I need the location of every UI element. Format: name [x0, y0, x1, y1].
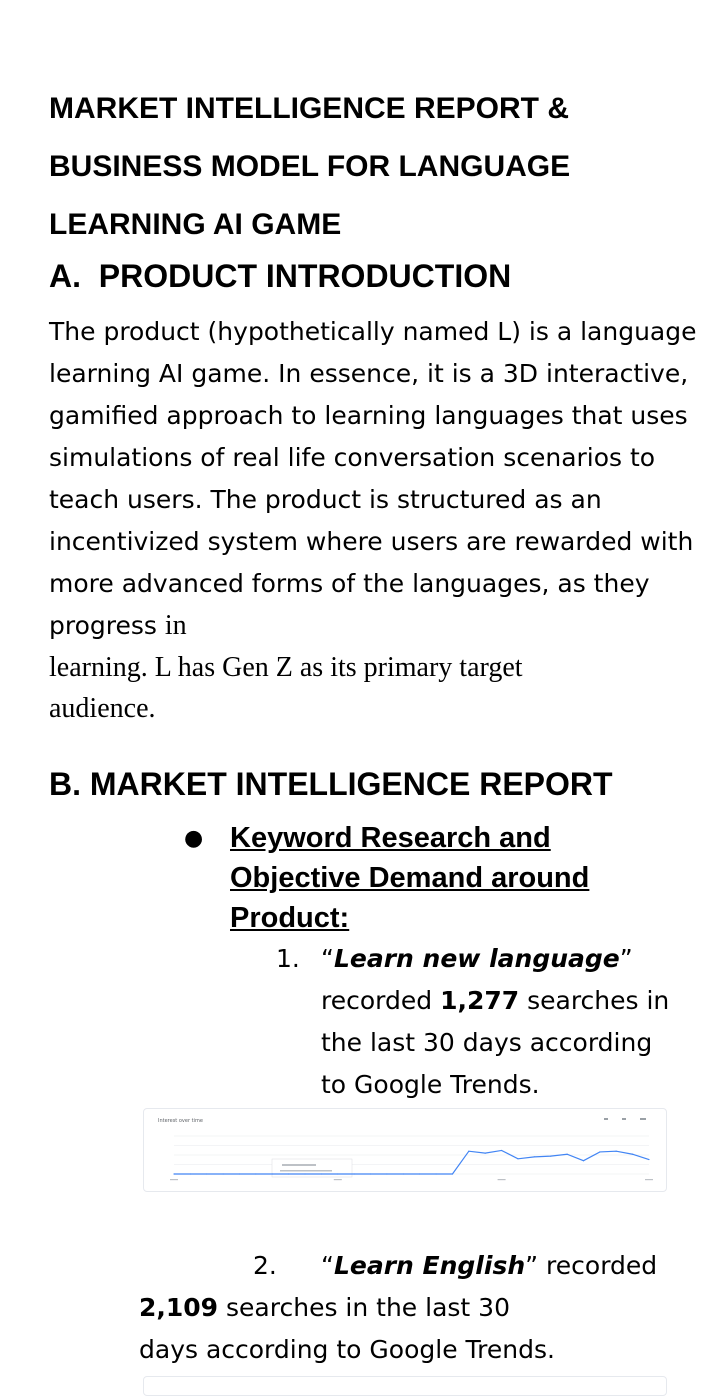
data-point: [533, 1156, 535, 1158]
chart-tooltip: [271, 1158, 353, 1178]
data-point: [615, 1150, 617, 1152]
x-tick: [333, 1179, 342, 1181]
keyword-research-bullet: Keyword Research and Objective Demand ar…: [230, 822, 590, 934]
data-point: [189, 1173, 191, 1175]
list-item-2-continuation: 2,109 searches in the last 30 days accor…: [139, 1287, 559, 1371]
google-trends-chart-2: [143, 1376, 667, 1396]
section-b-heading: B. MARKET INTELLIGENCE REPORT: [49, 766, 613, 802]
tooltip-value-placeholder: [280, 1170, 332, 1172]
open-quote: “: [321, 944, 334, 973]
chart-ticks: [170, 1179, 653, 1181]
data-point: [582, 1160, 585, 1162]
data-point: [255, 1173, 257, 1175]
keyword-2: Learn English: [333, 1251, 526, 1280]
data-point: [222, 1173, 224, 1175]
close-quote: ”: [525, 1251, 539, 1280]
data-point: [500, 1149, 503, 1152]
trend-series: [173, 1149, 650, 1175]
search-count-1: 1,277: [440, 986, 520, 1015]
data-point: [320, 1173, 323, 1175]
data-point: [173, 1173, 175, 1175]
product-introduction-paragraph: The product (hypothetically named L) is …: [49, 311, 699, 729]
data-point: [550, 1155, 552, 1157]
data-point: [206, 1173, 208, 1175]
x-tick: [645, 1179, 653, 1181]
series-line-learn-new-language: [174, 1149, 650, 1175]
data-point: [304, 1173, 306, 1175]
chart-header-icons: [604, 1118, 646, 1120]
data-point: [451, 1173, 454, 1175]
paragraph-end: audience.: [49, 693, 156, 724]
chart-title: Interest over time: [158, 1118, 203, 1124]
tooltip-date-placeholder: [282, 1164, 316, 1166]
keyword-1: Learn new language: [333, 944, 620, 973]
data-point: [386, 1173, 388, 1175]
search-count-2: 2,109: [139, 1293, 219, 1322]
data-point: [599, 1151, 601, 1153]
list-number-2: 2.: [253, 1251, 277, 1280]
item-1-rest: searches in the last 30 days according t…: [321, 986, 670, 1099]
x-tick: [497, 1179, 506, 1181]
data-point: [271, 1173, 273, 1175]
open-quote: “: [321, 1251, 334, 1280]
section-a-heading: A. PRODUCT INTRODUCTION: [49, 258, 512, 294]
trend-chart-svg: Interest over time: [158, 1118, 653, 1181]
list-item-2-first-line: “Learn English” recorded: [321, 1245, 701, 1287]
data-point: [369, 1173, 372, 1175]
data-point: [468, 1150, 470, 1152]
data-point: [648, 1158, 650, 1161]
paragraph-serif-fragment: in: [164, 610, 187, 641]
bullet-icon: ●: [184, 826, 204, 851]
paragraph-target-audience-line: learning. L has Gen Z as its primary tar…: [49, 652, 523, 683]
google-trends-chart: Interest over time: [143, 1108, 667, 1192]
data-point: [517, 1158, 519, 1160]
data-point: [484, 1152, 486, 1154]
recorded-text: recorded: [538, 1251, 658, 1280]
x-tick: [170, 1179, 178, 1181]
data-point: [566, 1153, 568, 1155]
download-icon: [604, 1118, 608, 1120]
share-icon: [640, 1118, 646, 1120]
list-number-1: 1.: [276, 944, 300, 973]
item-2-rest: searches in the last 30 days according t…: [139, 1293, 555, 1364]
data-point: [435, 1173, 437, 1175]
data-point: [288, 1173, 290, 1175]
paragraph-main-text: The product (hypothetically named L) is …: [49, 317, 697, 640]
data-point: [238, 1173, 241, 1175]
data-point: [632, 1153, 634, 1155]
list-item-1: “Learn new language” recorded 1,277 sear…: [321, 938, 681, 1106]
chart-grid: [174, 1135, 649, 1175]
data-point: [419, 1173, 421, 1175]
data-point: [353, 1173, 355, 1175]
document-title: MARKET INTELLIGENCE REPORT & BUSINESS MO…: [49, 92, 571, 241]
recorded-text: recorded: [321, 986, 441, 1015]
data-point: [337, 1173, 339, 1175]
data-point: [402, 1173, 404, 1175]
close-quote: ”: [619, 944, 633, 973]
embed-icon: [622, 1118, 626, 1120]
